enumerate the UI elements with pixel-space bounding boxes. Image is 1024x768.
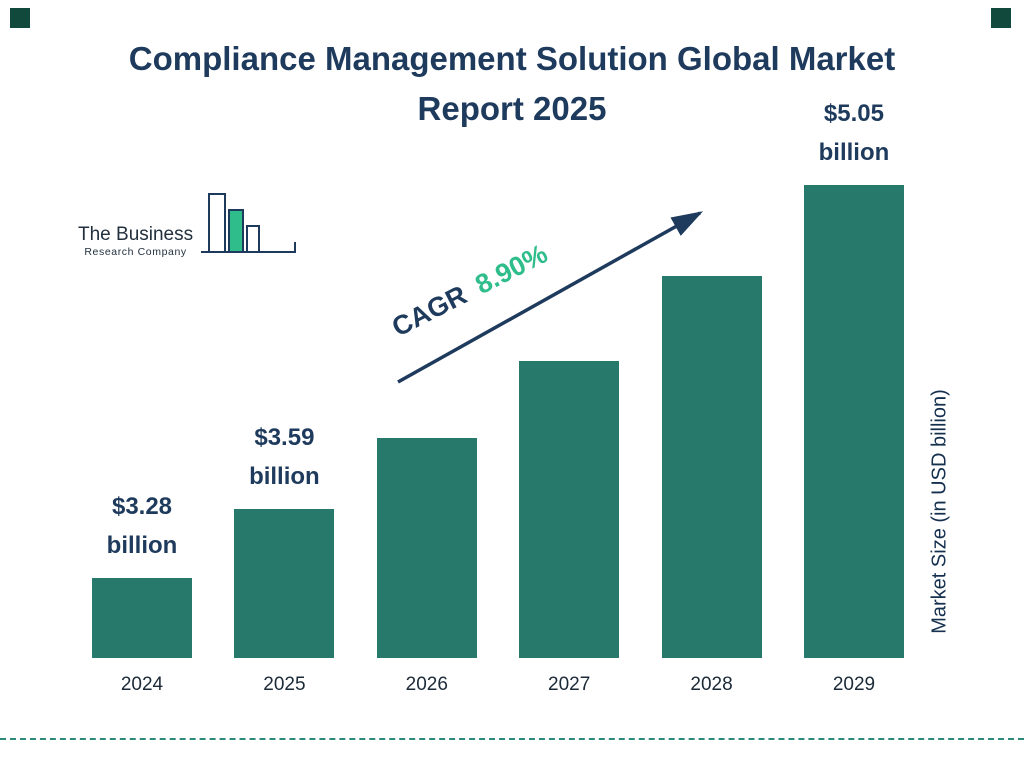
logo: The Business Research Company [78,192,299,258]
x-axis-label-2024: 2024 [120,674,164,695]
bar-column-2025: $3.59 billion 2025 [234,418,335,698]
x-axis-label-2025: 2025 [263,674,306,695]
bar-column-2029: $5.05 billion 2029 [803,94,904,698]
bar-column-2027: 2027 [519,361,620,698]
y-axis-title: Market Size (in USD billion) [928,389,951,634]
corner-square-left [10,8,30,28]
x-axis-label-2026: 2026 [405,674,448,695]
bar-2029 [803,185,904,658]
bar-value-label: $5.05 billion [818,99,890,167]
bar-value-label: $3.28 billion [106,492,178,560]
bar-2024 [92,578,192,658]
bar-2025 [234,509,335,658]
x-axis-label-2028: 2028 [690,674,733,695]
bars: $3.28 billion 2024 $3.59 billion 2025 2026 2027… [92,100,904,698]
bar-2028 [661,276,762,658]
bar-value-label: $3.59 billion [249,423,320,491]
bar-column-2026: 2026 [376,438,477,698]
bar-column-2024: $3.28 billion 2024 [92,487,192,698]
logo-line2: Research Company [84,246,187,258]
chart-title: Compliance Management Solution Global Ma… [128,40,896,127]
bar-2027 [519,361,620,658]
bottom-dashed-divider [0,738,1024,740]
x-axis-label-2027: 2027 [548,674,591,695]
corner-square-right [991,8,1011,28]
x-axis-label-2029: 2029 [832,674,876,695]
bar-column-2028: 2028 [661,276,762,698]
logo-line1: The Business [78,224,194,245]
logo-text: The Business Research Company [78,224,193,258]
logo-bars-icon [201,193,297,253]
bar-2026 [376,438,477,658]
